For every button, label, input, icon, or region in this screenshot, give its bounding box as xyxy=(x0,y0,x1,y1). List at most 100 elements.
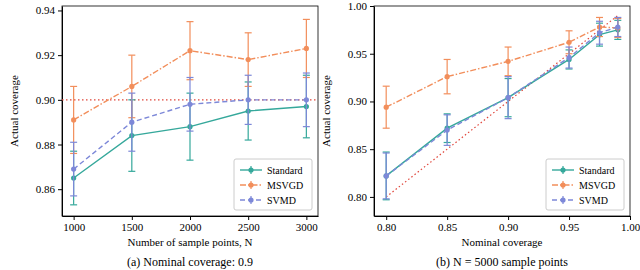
y-tick: 0.92 xyxy=(36,49,62,61)
error-bar-cap xyxy=(70,142,77,143)
error-bar-cap xyxy=(383,198,390,199)
error-bar-cap xyxy=(444,93,451,94)
x-tick-mark xyxy=(74,216,75,220)
marker xyxy=(71,166,76,171)
y-tick: 0.90 xyxy=(36,94,62,106)
error-bar-cap xyxy=(505,118,512,119)
legend-label: Standard xyxy=(267,165,303,176)
error-bar xyxy=(70,142,77,196)
series-line xyxy=(386,30,618,176)
legend-swatch-marker xyxy=(248,182,253,187)
y-tick: 0.88 xyxy=(36,139,62,151)
error-bar-cap xyxy=(596,44,603,45)
legend: Standard MSVGD SVMD xyxy=(234,159,312,210)
error-bar xyxy=(566,47,573,68)
error-bar-cap xyxy=(70,86,77,87)
series xyxy=(70,19,310,153)
legend-box xyxy=(234,159,312,210)
x-axis-title: Nominal coverage xyxy=(462,236,543,248)
y-tick-mark xyxy=(58,100,62,101)
marker xyxy=(187,48,192,53)
error-bar-cap xyxy=(566,30,573,31)
error-bar-cap xyxy=(303,19,310,20)
error-bar-cap xyxy=(614,17,621,18)
y-tick-label: 0.95 xyxy=(348,48,368,60)
y-tick-label: 1.00 xyxy=(348,0,368,12)
x-tick-label: 0.80 xyxy=(377,221,397,233)
legend-label: MSVGD xyxy=(267,180,303,191)
y-tick-label: 0.80 xyxy=(348,191,368,203)
y-tick-label: 0.90 xyxy=(348,95,368,107)
x-tick: 0.95 xyxy=(560,216,580,233)
series xyxy=(383,20,622,199)
y-tick-mark xyxy=(370,54,374,55)
legend-swatch-marker xyxy=(248,167,253,172)
error-bar-cap xyxy=(505,76,512,77)
panel: 0.800.850.900.951.000.800.850.900.951.00… xyxy=(320,0,640,269)
legend-box xyxy=(546,159,624,210)
y-tick-mark xyxy=(370,197,374,198)
marker xyxy=(505,95,510,100)
error-bar-cap xyxy=(245,32,252,33)
legend-swatch-marker xyxy=(560,197,565,202)
legend-entry: MSVGD xyxy=(552,180,615,191)
error-bar-cap xyxy=(128,171,135,172)
marker xyxy=(246,97,251,102)
error-bar-cap xyxy=(303,126,310,127)
legend-entry: SVMD xyxy=(240,195,296,206)
y-tick: 0.94 xyxy=(36,4,62,16)
error-bar-cap xyxy=(566,46,573,47)
legend-swatch-marker xyxy=(560,182,565,187)
x-tick-label: 0.95 xyxy=(560,221,580,233)
x-tick: 3000 xyxy=(296,216,319,233)
legend-label: SVMD xyxy=(267,195,296,206)
error-bar xyxy=(505,47,512,76)
legend: StandardMSVGDSVMD xyxy=(546,159,624,210)
marker xyxy=(246,57,251,62)
legend-entry: Standard xyxy=(240,165,303,176)
y-tick: 0.86 xyxy=(36,183,62,195)
y-tick-mark xyxy=(58,55,62,56)
error-bar-cap xyxy=(505,46,512,47)
legend-label: Standard xyxy=(579,165,615,176)
marker xyxy=(445,127,450,132)
marker xyxy=(597,30,602,35)
legend-label: MSVGD xyxy=(579,180,615,191)
panel: 100015002000250030000.860.880.900.920.94… xyxy=(8,4,319,269)
marker xyxy=(384,173,389,178)
plot-frame xyxy=(62,6,318,216)
marker xyxy=(129,84,134,89)
series xyxy=(70,75,310,205)
x-tick-mark xyxy=(190,216,191,220)
y-tick-mark xyxy=(370,149,374,150)
error-bar-cap xyxy=(383,152,390,153)
x-tick-label: 1.00 xyxy=(621,221,640,233)
marker xyxy=(566,55,571,60)
marker xyxy=(445,74,450,79)
x-axis-title: Number of sample points, N xyxy=(128,236,253,248)
x-tick-label: 3000 xyxy=(296,221,319,233)
error-bar-cap xyxy=(444,113,451,114)
error-bar xyxy=(245,75,252,124)
error-bar-cap xyxy=(444,145,451,146)
marker xyxy=(566,40,571,45)
y-tick-label: 0.94 xyxy=(36,4,56,16)
error-bar xyxy=(303,19,310,77)
legend-entry: MSVGD xyxy=(240,180,303,191)
error-bar xyxy=(383,86,390,128)
error-bar xyxy=(383,153,390,199)
error-bar-cap xyxy=(245,139,252,140)
error-bar-cap xyxy=(187,21,194,22)
error-bar-cap xyxy=(383,151,390,152)
error-bar-cap xyxy=(128,55,135,56)
y-tick-label: 0.88 xyxy=(36,139,56,151)
y-axis: 0.86 0.88 0.90 0.92 0.94 xyxy=(36,4,63,216)
x-tick-mark xyxy=(569,216,570,220)
error-bar xyxy=(303,73,310,127)
x-tick: 1000 xyxy=(63,216,86,233)
error-bar-cap xyxy=(70,204,77,205)
reference-line xyxy=(386,16,618,197)
plot-area xyxy=(383,16,622,200)
series-line xyxy=(386,27,618,176)
error-bar-cap xyxy=(444,114,451,115)
